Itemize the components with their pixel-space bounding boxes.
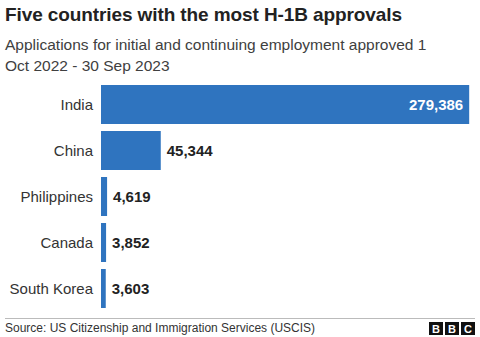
data-label: 3,852: [112, 234, 150, 251]
data-label: 279,386: [409, 96, 463, 113]
bar: [101, 85, 469, 124]
logo-letter: B: [448, 323, 456, 335]
logo-box: [461, 322, 475, 335]
data-label: 3,603: [112, 280, 150, 297]
logo-box: [445, 322, 459, 335]
logo-letter: B: [432, 323, 440, 335]
bar: [101, 131, 161, 170]
data-label: 45,344: [167, 142, 214, 159]
chart: India 279,386 China 45,344 Philippines 4,619 C…: [0, 0, 480, 337]
bar: [101, 223, 106, 262]
category-label: India: [60, 96, 93, 113]
footer-rule: [5, 318, 475, 319]
logo-box: [429, 322, 443, 335]
subtitle: Applications for initial and continuing …: [5, 34, 435, 76]
labels: India 279,386 China 45,344 Philippines 4,619 C…: [10, 96, 464, 297]
title: Five countries with the most H-1B approv…: [5, 4, 402, 26]
bars: [101, 85, 469, 308]
data-label: 4,619: [113, 188, 151, 205]
bar: [101, 177, 107, 216]
source: Source: US Citizenship and Immigration S…: [5, 321, 315, 335]
category-label: China: [54, 142, 94, 159]
category-label: South Korea: [10, 280, 94, 297]
logo-letter: C: [464, 323, 472, 335]
bar: [101, 269, 106, 308]
category-label: Philippines: [20, 188, 93, 205]
credit-logo: BBC: [429, 322, 475, 335]
category-label: Canada: [40, 234, 93, 251]
